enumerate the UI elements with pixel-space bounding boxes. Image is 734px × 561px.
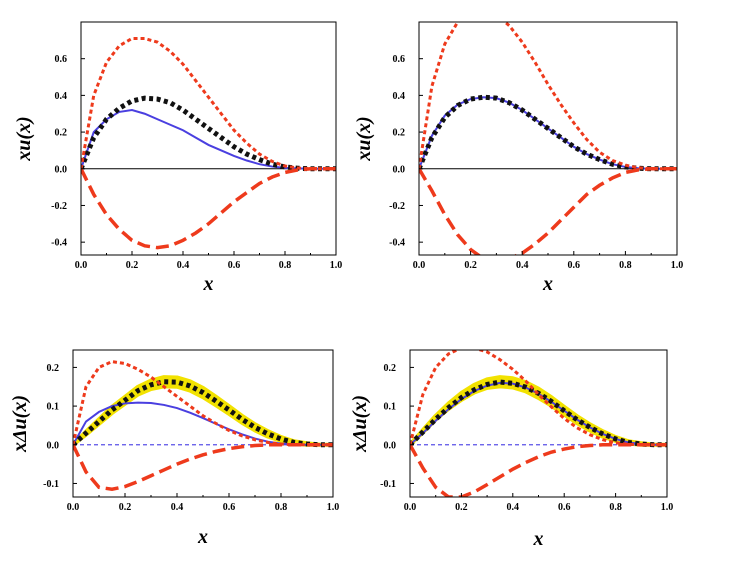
x-tick-label: 0.8 <box>619 260 632 271</box>
y-tick-label: -0.4 <box>389 238 405 249</box>
series-solid-line <box>419 96 677 170</box>
x-tick-label: 0.0 <box>75 260 88 271</box>
x-tick-label: 0.6 <box>228 260 241 271</box>
x-tick-label: 0.8 <box>609 502 622 513</box>
chart-bottom-left: 0.0 0.2 0.4 0.6 0.8 1.0 -0.1 0.0 0.1 0.2 x xΔu(x) <box>9 349 340 548</box>
x-tick-label: 0.4 <box>516 260 529 271</box>
y-tick-label: 0.0 <box>393 164 406 175</box>
plot-area <box>73 360 333 492</box>
y-tick-label: 0.4 <box>393 91 406 102</box>
x-tick-label: 0.6 <box>558 502 571 513</box>
x-tick-label: 0.4 <box>507 502 520 513</box>
x-tick-label: 1.0 <box>671 260 684 271</box>
y-tick-label: 0.2 <box>384 363 397 374</box>
x-tick-label: 0.0 <box>413 260 426 271</box>
chart-bottom-right: 0.0 0.2 0.4 0.6 0.8 1.0 -0.1 0.0 0.1 0.2 x xΔu(x) <box>349 349 674 550</box>
x-axis-label: x <box>197 526 208 548</box>
x-tick-label: 1.0 <box>330 260 343 271</box>
y-axis-label: xu(x) <box>353 116 375 161</box>
x-axis-label: x <box>203 273 214 295</box>
series-dotted-line <box>81 37 336 171</box>
series-square-markers <box>73 379 333 448</box>
chart-top-right: 0.0 0.2 0.4 0.6 0.8 1.0 -0.4 -0.2 0.0 0.2 0.4 0.6 x x… <box>353 21 684 295</box>
x-tick-label: 0.2 <box>455 502 468 513</box>
x-tick-label: 0.4 <box>177 260 190 271</box>
y-tick-label: -0.1 <box>380 479 396 490</box>
x-tick-label: 0.4 <box>171 502 184 513</box>
series-dashed-line <box>410 443 667 497</box>
chart-top-left: 0.0 0.2 0.4 0.6 0.8 1.0 -0.4 -0.2 0.0 0.2 0.4 0.6 x x… <box>13 21 343 295</box>
plot-frame <box>72 349 334 498</box>
y-tick-label: 0.2 <box>55 128 68 139</box>
series-square-markers <box>410 379 667 448</box>
series-dotted-line <box>419 22 677 171</box>
series-dotted-line <box>73 360 333 447</box>
plot-area <box>81 37 336 250</box>
x-tick-label: 0.0 <box>67 502 80 513</box>
y-tick-label: 0.6 <box>55 54 68 65</box>
y-tick-label: 0.0 <box>55 164 68 175</box>
series-square-markers <box>419 94 677 172</box>
x-tick-label: 0.8 <box>275 502 288 513</box>
x-tick-label: 1.0 <box>327 502 340 513</box>
error-band <box>73 375 333 447</box>
y-tick-label: -0.4 <box>51 238 67 249</box>
x-tick-label: 0.6 <box>223 502 236 513</box>
x-tick-label: 0.0 <box>404 502 417 513</box>
y-tick-label: 0.4 <box>55 91 68 102</box>
plot-area <box>410 350 667 497</box>
y-tick-label: -0.2 <box>51 201 67 212</box>
x-tick-label: 0.2 <box>119 502 132 513</box>
series-solid-line <box>81 109 336 170</box>
series-dashed-line <box>73 443 333 492</box>
y-axis-label: xu(x) <box>13 116 35 161</box>
x-tick-label: 0.2 <box>464 260 477 271</box>
y-tick-label: -0.1 <box>43 479 59 490</box>
y-tick-label: 0.1 <box>47 402 60 413</box>
y-tick-label: 0.0 <box>384 440 397 451</box>
series-dashed-line <box>419 167 677 255</box>
y-tick-label: 0.2 <box>47 363 60 374</box>
plot-frame <box>80 21 337 256</box>
x-tick-label: 0.6 <box>568 260 581 271</box>
y-tick-label: 0.0 <box>47 440 60 451</box>
y-tick-label: 0.6 <box>393 54 406 65</box>
y-tick-label: 0.2 <box>393 128 406 139</box>
plot-area <box>419 22 677 255</box>
y-tick-label: 0.1 <box>384 402 397 413</box>
y-axis-label: xΔu(x) <box>9 395 31 453</box>
x-axis-label: x <box>533 528 544 550</box>
y-axis-label: xΔu(x) <box>349 395 371 453</box>
x-tick-label: 0.8 <box>279 260 292 271</box>
error-band <box>410 375 667 447</box>
plot-frame <box>409 349 668 498</box>
series-dashed-line <box>81 167 336 250</box>
x-axis-label: x <box>542 273 553 295</box>
y-tick-label: -0.2 <box>389 201 405 212</box>
series-square-markers <box>81 95 336 172</box>
x-tick-label: 0.2 <box>126 260 139 271</box>
x-tick-label: 1.0 <box>661 502 674 513</box>
plot-frame <box>418 21 678 256</box>
